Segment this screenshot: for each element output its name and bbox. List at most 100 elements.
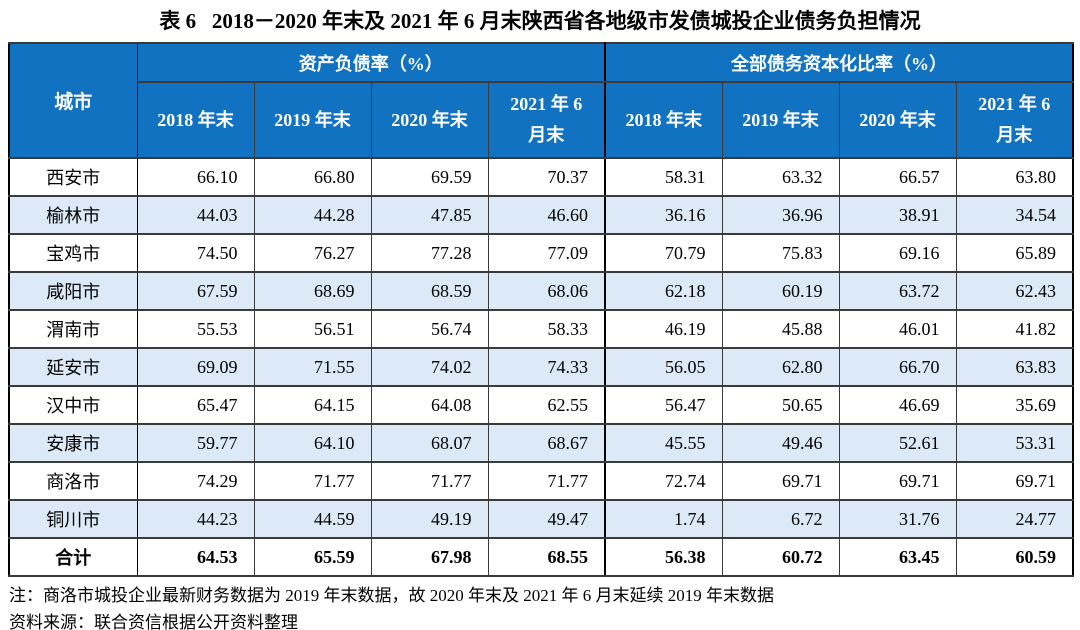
value-cell: 72.74 xyxy=(604,461,723,501)
period-header: 2021 年 6 月末 xyxy=(487,81,606,159)
value-cell: 53.31 xyxy=(955,423,1074,463)
city-column-header: 城市 xyxy=(8,42,138,159)
value-cell: 46.19 xyxy=(604,309,723,349)
value-cell: 60.19 xyxy=(721,271,840,311)
value-cell: 63.32 xyxy=(721,157,840,197)
city-cell: 延安市 xyxy=(8,347,138,387)
value-cell: 64.10 xyxy=(253,423,372,463)
value-cell: 46.60 xyxy=(487,195,606,235)
value-cell: 77.09 xyxy=(487,233,606,273)
period-header: 2020 年末 xyxy=(370,81,489,159)
table-body: 西安市 66.10 66.80 69.59 70.37 58.31 63.32 66.57 63… xyxy=(8,157,1074,577)
value-cell: 56.38 xyxy=(604,537,723,577)
value-cell: 62.43 xyxy=(955,271,1074,311)
value-cell: 45.88 xyxy=(721,309,840,349)
value-cell: 56.05 xyxy=(604,347,723,387)
value-cell: 24.77 xyxy=(955,499,1074,539)
value-cell: 56.74 xyxy=(370,309,489,349)
value-cell: 69.71 xyxy=(838,461,957,501)
value-cell: 49.19 xyxy=(370,499,489,539)
value-cell: 74.29 xyxy=(136,461,255,501)
value-cell: 64.15 xyxy=(253,385,372,425)
value-cell: 45.55 xyxy=(604,423,723,463)
value-cell: 36.16 xyxy=(604,195,723,235)
value-cell: 55.53 xyxy=(136,309,255,349)
value-cell: 1.74 xyxy=(604,499,723,539)
value-cell: 71.77 xyxy=(487,461,606,501)
value-cell: 69.09 xyxy=(136,347,255,387)
value-cell: 58.31 xyxy=(604,157,723,197)
table-row: 安康市 59.77 64.10 68.07 68.67 45.55 49.46 52.61 53… xyxy=(8,423,1074,463)
city-cell: 汉中市 xyxy=(8,385,138,425)
value-cell: 60.72 xyxy=(721,537,840,577)
value-cell: 66.57 xyxy=(838,157,957,197)
value-cell: 62.18 xyxy=(604,271,723,311)
period-header: 2021 年 6 月末 xyxy=(955,81,1074,159)
value-cell: 62.55 xyxy=(487,385,606,425)
city-cell: 咸阳市 xyxy=(8,271,138,311)
group-header-asset-liability-ratio: 资产负债率（%） xyxy=(136,42,606,83)
value-cell: 66.10 xyxy=(136,157,255,197)
value-cell: 68.59 xyxy=(370,271,489,311)
value-cell: 68.07 xyxy=(370,423,489,463)
value-cell: 69.71 xyxy=(955,461,1074,501)
value-cell: 63.80 xyxy=(955,157,1074,197)
group-header-debt-capitalization-ratio: 全部债务资本化比率（%） xyxy=(604,42,1074,83)
total-row: 合计 64.53 65.59 67.98 68.55 56.38 60.72 63.45 60.… xyxy=(8,537,1074,577)
value-cell: 58.33 xyxy=(487,309,606,349)
value-cell: 6.72 xyxy=(721,499,840,539)
value-cell: 50.65 xyxy=(721,385,840,425)
table-row: 咸阳市 67.59 68.69 68.59 68.06 62.18 60.19 63.72 62… xyxy=(8,271,1074,311)
value-cell: 68.55 xyxy=(487,537,606,577)
value-cell: 56.47 xyxy=(604,385,723,425)
value-cell: 71.77 xyxy=(370,461,489,501)
value-cell: 63.45 xyxy=(838,537,957,577)
note-line: 注：商洛市城投企业最新财务数据为 2019 年末数据，故 2020 年末及 20… xyxy=(9,586,774,605)
value-cell: 34.54 xyxy=(955,195,1074,235)
value-cell: 44.03 xyxy=(136,195,255,235)
value-cell: 70.79 xyxy=(604,233,723,273)
value-cell: 46.69 xyxy=(838,385,957,425)
value-cell: 76.27 xyxy=(253,233,372,273)
value-cell: 49.47 xyxy=(487,499,606,539)
table-header: 城市 资产负债率（%） 全部债务资本化比率（%） 2018 年末 2019 年末… xyxy=(8,42,1074,159)
table-row: 延安市 69.09 71.55 74.02 74.33 56.05 62.80 66.70 63… xyxy=(8,347,1074,387)
footnotes: 注：商洛市城投企业最新财务数据为 2019 年末数据，故 2020 年末及 20… xyxy=(8,582,1072,630)
value-cell: 41.82 xyxy=(955,309,1074,349)
period-header: 2018 年末 xyxy=(136,81,255,159)
value-cell: 65.59 xyxy=(253,537,372,577)
period-header: 2018 年末 xyxy=(604,81,723,159)
value-cell: 66.70 xyxy=(838,347,957,387)
table-row: 汉中市 65.47 64.15 64.08 62.55 56.47 50.65 46.69 35… xyxy=(8,385,1074,425)
value-cell: 64.08 xyxy=(370,385,489,425)
city-cell: 商洛市 xyxy=(8,461,138,501)
value-cell: 71.77 xyxy=(253,461,372,501)
value-cell: 68.69 xyxy=(253,271,372,311)
table-row: 渭南市 55.53 56.51 56.74 58.33 46.19 45.88 46.01 41… xyxy=(8,309,1074,349)
period-header-row: 2018 年末 2019 年末 2020 年末 2021 年 6 月末 2018… xyxy=(9,81,1074,159)
city-cell: 合计 xyxy=(8,537,138,577)
value-cell: 74.02 xyxy=(370,347,489,387)
value-cell: 35.69 xyxy=(955,385,1074,425)
value-cell: 62.80 xyxy=(721,347,840,387)
city-cell: 西安市 xyxy=(8,157,138,197)
value-cell: 67.59 xyxy=(136,271,255,311)
value-cell: 31.76 xyxy=(838,499,957,539)
value-cell: 70.37 xyxy=(487,157,606,197)
value-cell: 44.59 xyxy=(253,499,372,539)
value-cell: 65.89 xyxy=(955,233,1074,273)
value-cell: 69.59 xyxy=(370,157,489,197)
table-row: 铜川市 44.23 44.59 49.19 49.47 1.74 6.72 31.76 24.7… xyxy=(8,499,1074,539)
value-cell: 60.59 xyxy=(955,537,1074,577)
value-cell: 63.83 xyxy=(955,347,1074,387)
table-row: 榆林市 44.03 44.28 47.85 46.60 36.16 36.96 38.91 34… xyxy=(8,195,1074,235)
value-cell: 56.51 xyxy=(253,309,372,349)
table-title: 表 6 2018－2020 年末及 2021 年 6 月末陕西省各地级市发债城投… xyxy=(159,9,921,33)
value-cell: 67.98 xyxy=(370,537,489,577)
table-row: 宝鸡市 74.50 76.27 77.28 77.09 70.79 75.83 69.16 65… xyxy=(8,233,1074,273)
city-cell: 铜川市 xyxy=(8,499,138,539)
value-cell: 64.53 xyxy=(136,537,255,577)
city-cell: 宝鸡市 xyxy=(8,233,138,273)
source-line: 资料来源：联合资信根据公开资料整理 xyxy=(9,613,298,630)
value-cell: 66.80 xyxy=(253,157,372,197)
